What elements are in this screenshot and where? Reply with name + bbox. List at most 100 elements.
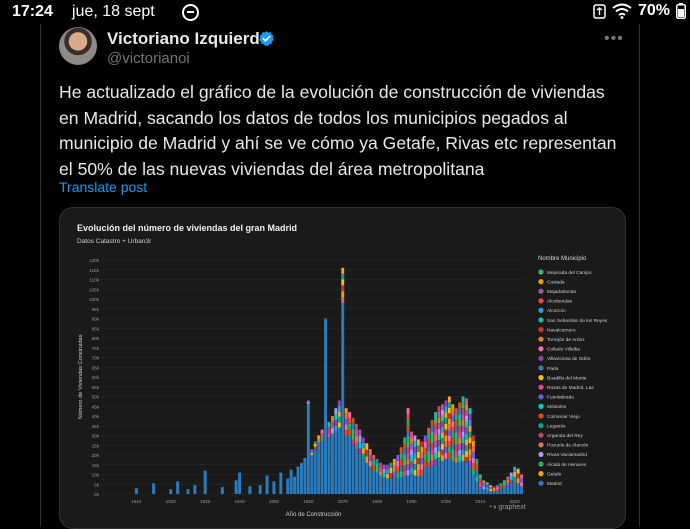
- bar-segment: [461, 431, 465, 438]
- bar-segment: [492, 488, 496, 490]
- bar-segment: [447, 446, 451, 453]
- bar-segment: [447, 435, 451, 442]
- bar-madrid: [499, 490, 503, 494]
- bar-segment: [310, 453, 314, 455]
- bar-madrid: [337, 427, 341, 494]
- bar-segment: [355, 436, 358, 443]
- bar-segment: [451, 426, 455, 433]
- bar-segment: [447, 396, 451, 403]
- bar-madrid: [358, 455, 362, 494]
- bar-segment: [313, 446, 317, 450]
- bar-segment: [375, 468, 379, 473]
- x-axis-label: Año de Construcción: [286, 512, 342, 518]
- bar-segment: [441, 449, 444, 456]
- bar-madrid: [513, 482, 517, 494]
- bar-madrid: [410, 473, 413, 494]
- translate-post-link[interactable]: Translate post: [59, 179, 148, 195]
- bar-madrid: [286, 478, 290, 494]
- x-tick-label: 1990: [406, 499, 417, 504]
- bar-madrid: [416, 476, 420, 494]
- y-tick-label: 120k: [89, 258, 100, 263]
- bar-segment: [437, 451, 441, 458]
- legend-swatch: [538, 423, 544, 429]
- bar-segment: [444, 453, 448, 459]
- bar-madrid: [368, 466, 372, 494]
- legend-swatch: [538, 394, 544, 400]
- bar-segment: [379, 462, 383, 468]
- legend-swatch: [538, 298, 544, 304]
- bar-segment: [396, 466, 400, 473]
- legend-swatch: [538, 375, 544, 381]
- y-tick-label: 60k: [92, 375, 100, 380]
- bar-segment: [437, 417, 441, 424]
- bar-segment: [406, 458, 410, 465]
- bar-madrid: [465, 462, 468, 494]
- bar-segment: [509, 472, 513, 477]
- bar-madrid: [238, 472, 242, 494]
- bar-segment: [451, 443, 455, 450]
- legend-swatch: [538, 288, 544, 294]
- avatar[interactable]: [59, 27, 97, 65]
- legend-swatch: [538, 480, 544, 486]
- bar-segment: [344, 430, 348, 436]
- chart-title: Evolución del número de viviendas del gr…: [77, 223, 298, 233]
- bar-segment: [423, 435, 427, 442]
- legend-swatch: [538, 461, 544, 467]
- bar-madrid: [169, 489, 173, 494]
- chart-image-card[interactable]: Evolución del número de viviendas del gr…: [59, 207, 626, 529]
- bar-madrid: [458, 461, 462, 494]
- bar-madrid: [289, 469, 293, 494]
- author-handle[interactable]: @victorianoi: [107, 50, 190, 67]
- bar-segment: [423, 441, 427, 448]
- bar-madrid: [296, 466, 300, 494]
- bar-madrid: [193, 485, 197, 494]
- bar-segment: [358, 435, 362, 443]
- bar-segment: [399, 447, 403, 454]
- bar-segment: [348, 417, 352, 424]
- bar-madrid: [372, 470, 376, 494]
- bar-madrid: [389, 478, 393, 494]
- bar-segment: [385, 464, 389, 470]
- bar-madrid: [258, 485, 262, 494]
- bar-segment: [502, 482, 506, 486]
- bar-madrid: [475, 482, 479, 494]
- bar-segment: [324, 319, 327, 321]
- legend-entry: Rozas de Madrid, Las: [547, 385, 594, 391]
- bar-madrid: [461, 460, 465, 494]
- bar-segment: [461, 425, 465, 432]
- bar-segment: [465, 421, 468, 428]
- legend-entry: Mejorada del Campo: [547, 270, 592, 276]
- bar-segment: [471, 435, 475, 442]
- author-name[interactable]: Victoriano Izquierdo: [107, 29, 271, 48]
- bar-segment: [317, 438, 321, 442]
- bar-segment: [423, 466, 427, 473]
- bar-segment: [361, 448, 365, 454]
- bar-segment: [441, 455, 444, 461]
- bar-segment: [465, 398, 468, 405]
- bar-segment: [506, 479, 510, 483]
- more-options-icon[interactable]: •••: [604, 30, 624, 47]
- status-time: 17:24: [12, 3, 53, 20]
- bar-segment: [444, 406, 448, 413]
- legend-entry: Alcobendas: [547, 299, 573, 305]
- bar-segment: [444, 447, 448, 454]
- legend-entry: Arganda del Rey: [547, 433, 583, 439]
- bar-segment: [427, 456, 431, 463]
- bar-segment: [375, 463, 379, 468]
- y-tick-label: 40k: [92, 414, 100, 419]
- bar-segment: [375, 458, 379, 464]
- bar-segment: [385, 469, 389, 474]
- x-tick-label: 1980: [372, 499, 383, 504]
- x-tick-label: 2020: [510, 499, 521, 504]
- bar-segment: [499, 485, 503, 488]
- bar-segment: [410, 431, 413, 438]
- bar-madrid: [334, 431, 338, 494]
- y-tick-label: 35k: [92, 424, 100, 429]
- y-tick-label: 55k: [92, 385, 100, 390]
- wifi-icon: [612, 3, 632, 19]
- bar-segment: [489, 485, 493, 488]
- bar-segment: [465, 433, 468, 440]
- legend-entry: San Sebastián de los Reyes: [547, 318, 608, 324]
- bar-segment: [513, 477, 517, 483]
- battery-percentage: 70%: [637, 2, 670, 19]
